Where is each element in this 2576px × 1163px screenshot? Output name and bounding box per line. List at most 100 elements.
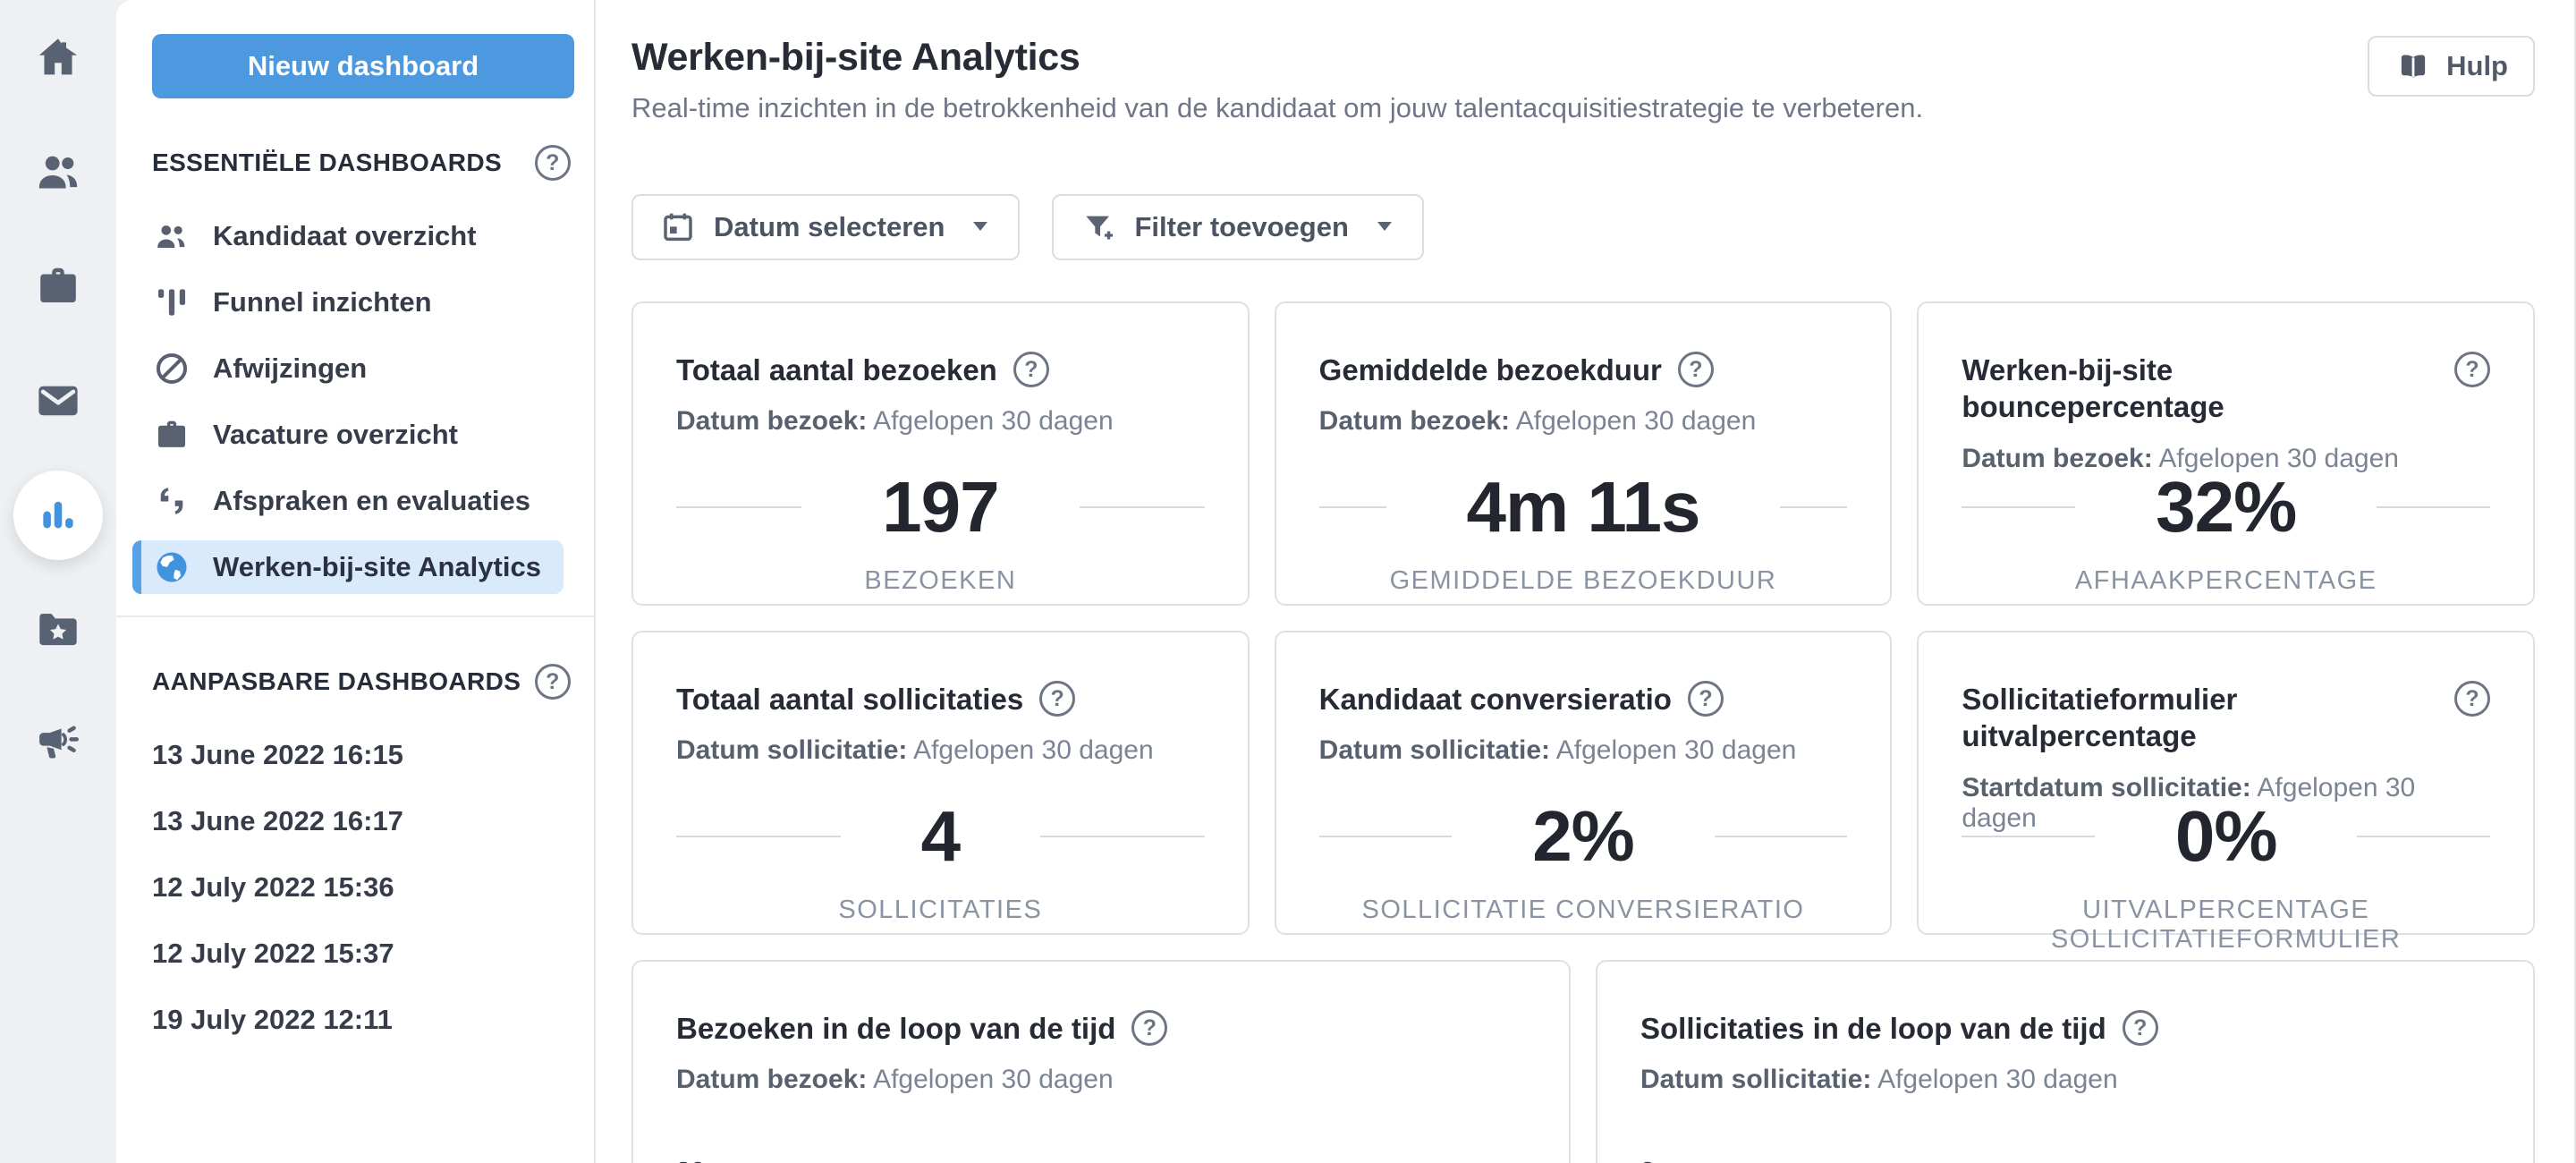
- main-content: Werken-bij-site Analytics Real-time inzi…: [596, 0, 2576, 1163]
- card-title: Sollicitaties in de loop van de tijd: [1640, 1012, 2106, 1045]
- value-rule-right: [1714, 836, 1848, 837]
- question-circle-icon[interactable]: ?: [2454, 352, 2490, 387]
- new-dashboard-button[interactable]: Nieuw dashboard: [152, 34, 574, 98]
- chevron-down-icon: [1377, 222, 1392, 231]
- metric-caption: SOLLICITATIE CONVERSIERATIO: [1361, 896, 1805, 924]
- value-rule-right: [1079, 506, 1205, 508]
- dashboard-date-label: 12 July 2022 15:37: [152, 938, 394, 969]
- question-circle-icon[interactable]: ?: [1687, 681, 1724, 717]
- mail-icon: [34, 377, 82, 425]
- add-filter-dropdown[interactable]: Filter toevoegen: [1052, 194, 1424, 260]
- value-rule-right: [1780, 506, 1848, 508]
- card-title: Werken-bij-site bouncepercentage: [1962, 353, 2224, 424]
- globe-icon: [152, 548, 191, 587]
- y-axis-tick: 30: [676, 1158, 705, 1163]
- sidebar-item-kandidaat-overzicht[interactable]: Kandidaat overzicht: [132, 209, 564, 263]
- chevron-down-icon: [973, 222, 988, 231]
- card-title: Sollicitatieformulier uitvalpercentage: [1962, 683, 2238, 753]
- meta-label: Startdatum sollicitatie:: [1962, 772, 2251, 802]
- sidebar-item-dashboard-date[interactable]: 13 June 2022 16:17: [132, 794, 564, 848]
- essential-dashboards-title: ESSENTIËLE DASHBOARDS: [152, 149, 503, 176]
- card-meta: Datum bezoek: Afgelopen 30 dagen: [1962, 444, 2490, 474]
- meta-label: Datum bezoek:: [676, 1065, 868, 1095]
- rail-item-jobs[interactable]: [0, 229, 116, 344]
- sidebar-item-dashboard-date[interactable]: 12 July 2022 15:37: [132, 927, 564, 980]
- value-rule-left: [1318, 506, 1386, 508]
- candidates-icon: [34, 148, 82, 196]
- card-title: Totaal aantal sollicitaties: [676, 683, 1024, 716]
- sidebar-item-dashboard-date[interactable]: 19 July 2022 12:11: [132, 993, 564, 1047]
- card-title: Gemiddelde bezoekduur: [1318, 353, 1662, 386]
- metric-value: 32%: [2156, 467, 2297, 547]
- chart-y-axis: 3: [1640, 1158, 2490, 1163]
- dashboards-sidebar: Nieuw dashboard ESSENTIËLE DASHBOARDS ? …: [116, 0, 596, 1163]
- metric-card-totaal-bezoeken: Totaal aantal bezoeken ? Datum bezoek: A…: [631, 301, 1250, 606]
- filters-bar: Datum selecteren Filter toevoegen: [596, 155, 2574, 260]
- sidebar-item-dashboard-date[interactable]: 13 June 2022 16:15: [132, 728, 564, 782]
- sidebar-item-funnel-inzichten[interactable]: Funnel inzichten: [132, 276, 564, 329]
- meta-label: Datum sollicitatie:: [676, 735, 908, 766]
- calendar-icon: [664, 213, 692, 242]
- metric-caption: UITVALPERCENTAGE SOLLICITATIEFORMULIER: [2050, 896, 2402, 954]
- dashboard-date-label: 13 June 2022 16:15: [152, 739, 403, 770]
- chart-card-sollicitaties-over-tijd: Sollicitaties in de loop van de tijd ? D…: [1596, 960, 2535, 1163]
- rail-item-home[interactable]: [0, 0, 116, 115]
- help-button-label: Hulp: [2446, 50, 2508, 81]
- metric-cards-grid: Totaal aantal bezoeken ? Datum bezoek: A…: [596, 260, 2574, 954]
- date-select-label: Datum selecteren: [714, 211, 945, 242]
- question-circle-icon[interactable]: ?: [1131, 1010, 1168, 1046]
- dashboard-date-label: 13 June 2022 16:17: [152, 805, 403, 836]
- page-title: Werken-bij-site Analytics: [631, 36, 1080, 79]
- meta-label: Datum sollicitatie:: [1318, 735, 1551, 766]
- meta-value: Afgelopen 30 dagen: [913, 735, 1154, 766]
- sidebar-item-werken-bij-site-analytics[interactable]: Werken-bij-site Analytics: [132, 540, 564, 594]
- metric-value: 2%: [1532, 796, 1635, 876]
- card-meta: Datum bezoek: Afgelopen 30 dagen: [676, 406, 1205, 437]
- value-rule-left: [1962, 836, 2095, 837]
- custom-dashboards-title: AANPASBARE DASHBOARDS: [152, 667, 521, 695]
- sidebar-item-dashboard-date[interactable]: 12 July 2022 15:36: [132, 861, 564, 914]
- rail-item-mail[interactable]: [0, 344, 116, 458]
- question-circle-icon[interactable]: ?: [1013, 352, 1049, 387]
- question-circle-icon[interactable]: ?: [2122, 1010, 2158, 1046]
- people-icon: [152, 216, 191, 256]
- metric-card-gemiddelde-bezoekduur: Gemiddelde bezoekduur ? Datum bezoek: Af…: [1274, 301, 1893, 606]
- rail-item-candidates[interactable]: [0, 115, 116, 229]
- icon-rail: [0, 0, 116, 1163]
- chart-y-axis: 30: [676, 1158, 1526, 1163]
- sidebar-item-afwijzingen[interactable]: Afwijzingen: [132, 342, 564, 395]
- jobs-icon: [34, 262, 82, 310]
- page-subtitle: Real-time inzichten in de betrokkenheid …: [631, 92, 1924, 123]
- card-title: Bezoeken in de loop van de tijd: [676, 1012, 1116, 1045]
- meta-value: Afgelopen 30 dagen: [1962, 772, 2416, 833]
- card-meta: Datum sollicitatie: Afgelopen 30 dagen: [676, 735, 1205, 766]
- question-circle-icon[interactable]: ?: [1039, 681, 1076, 717]
- essential-dashboards-header: ESSENTIËLE DASHBOARDS ?: [152, 145, 571, 181]
- promote-icon: [34, 720, 82, 768]
- meta-value: Afgelopen 30 dagen: [1877, 1065, 2118, 1095]
- question-circle-icon[interactable]: ?: [1677, 352, 1714, 387]
- question-circle-icon[interactable]: ?: [535, 664, 571, 700]
- rail-item-reports[interactable]: [0, 458, 116, 573]
- meta-value: Afgelopen 30 dagen: [873, 1065, 1114, 1095]
- add-filter-label: Filter toevoegen: [1134, 211, 1349, 242]
- chart-card-bezoeken-over-tijd: Bezoeken in de loop van de tijd ? Datum …: [631, 960, 1571, 1163]
- value-rule-right: [1040, 836, 1205, 837]
- question-circle-icon[interactable]: ?: [2454, 681, 2490, 717]
- question-circle-icon[interactable]: ?: [535, 145, 571, 181]
- slash-circle-icon: [152, 349, 191, 388]
- date-select-dropdown[interactable]: Datum selecteren: [631, 194, 1021, 260]
- meta-label: Datum bezoek:: [1318, 406, 1511, 437]
- meta-label: Datum bezoek:: [1962, 443, 2153, 473]
- metric-value: 0%: [2174, 796, 2278, 876]
- meta-value: Afgelopen 30 dagen: [873, 406, 1114, 437]
- sidebar-item-vacature-overzicht[interactable]: Vacature overzicht: [132, 408, 564, 462]
- rail-item-promote[interactable]: [0, 687, 116, 802]
- metric-value: 4m 11s: [1466, 467, 1701, 547]
- rail-item-talent-pool[interactable]: [0, 573, 116, 687]
- briefcase-icon: [152, 415, 191, 454]
- meta-value: Afgelopen 30 dagen: [2158, 443, 2399, 473]
- card-meta: Datum bezoek: Afgelopen 30 dagen: [676, 1065, 1526, 1095]
- sidebar-item-afspraken-en-evaluaties[interactable]: Afspraken en evaluaties: [132, 474, 564, 528]
- help-button[interactable]: Hulp: [2368, 36, 2535, 97]
